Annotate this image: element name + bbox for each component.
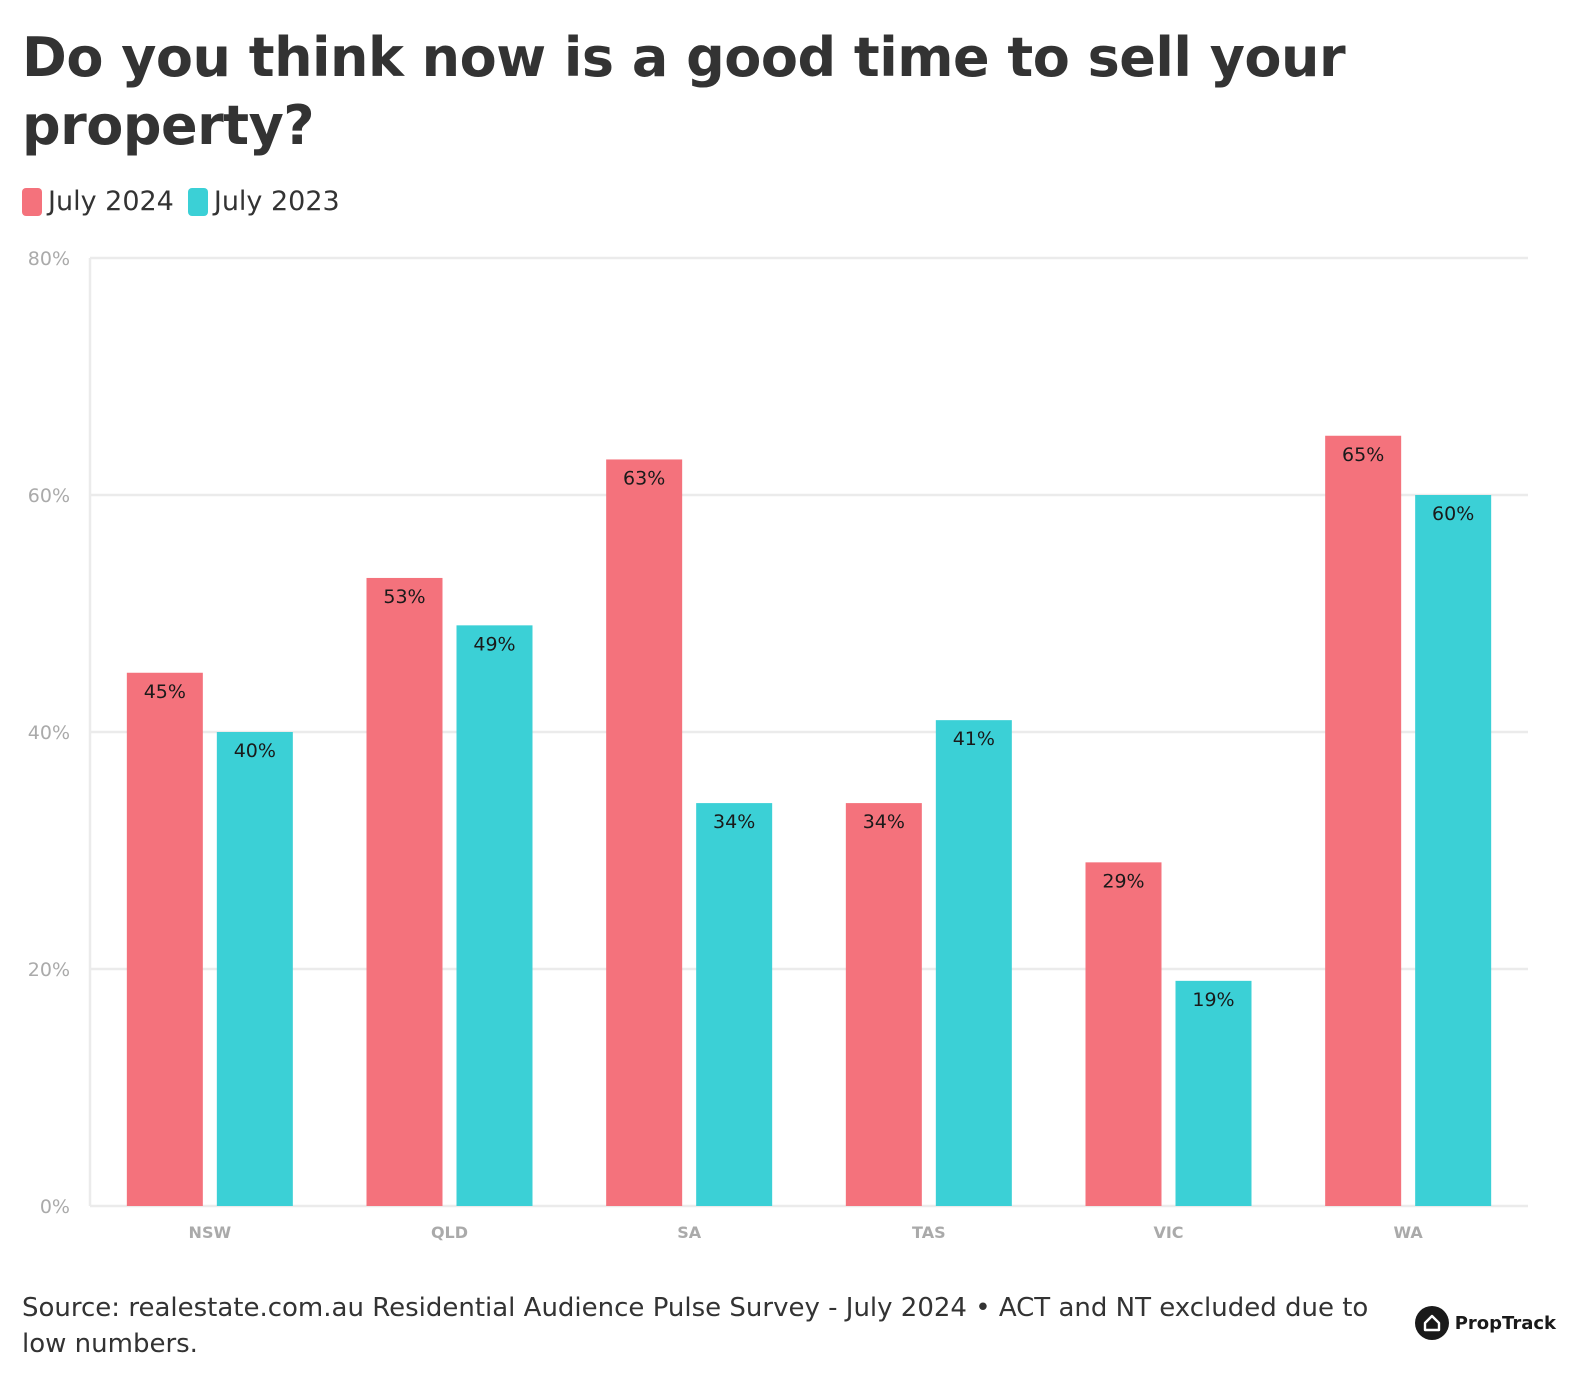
- data-label-wa-july-2023: 60%: [1432, 503, 1474, 525]
- bar-wa-july-2023: [1415, 495, 1492, 1206]
- x-tick-label-wa: WA: [1394, 1223, 1424, 1242]
- bar-sa-july-2024: [606, 459, 683, 1206]
- house-icon: [1414, 1306, 1449, 1340]
- bar-wa-july-2024: [1325, 435, 1402, 1206]
- y-tick-label-60: 60%: [28, 485, 70, 507]
- bar-tas-july-2023: [935, 720, 1012, 1206]
- bar-tas-july-2024: [845, 803, 922, 1206]
- bar-vic-july-2024: [1085, 862, 1162, 1206]
- legend: July 2024 July 2023: [22, 186, 354, 217]
- bar-chart: 0% 20% 40% 60% 80% 45% 40% NSW 53% 49% QLD 63% 34% SA…: [28, 248, 1528, 1242]
- x-tick-label-tas: TAS: [912, 1223, 946, 1242]
- legend-label-july-2023: July 2023: [213, 186, 340, 217]
- x-tick-label-qld: QLD: [431, 1223, 468, 1242]
- bar-nsw-july-2023: [216, 732, 293, 1206]
- logo-text: PropTrack: [1454, 1312, 1556, 1334]
- data-label-vic-july-2024: 29%: [1102, 870, 1144, 892]
- bar-nsw-july-2024: [126, 672, 203, 1206]
- legend-label-july-2024: July 2024: [48, 186, 174, 217]
- y-tick-label-80: 80%: [28, 248, 70, 270]
- legend-item-july-2023: July 2023: [187, 186, 340, 217]
- proptrack-logo: PropTrack: [1414, 1306, 1556, 1340]
- legend-swatch-july-2024: [22, 187, 42, 216]
- data-label-tas-july-2024: 34%: [863, 811, 905, 833]
- data-label-qld-july-2024: 53%: [383, 586, 425, 608]
- legend-item-july-2024: July 2024: [22, 186, 174, 217]
- data-label-wa-july-2024: 65%: [1342, 444, 1384, 466]
- y-tick-label-0: 0%: [40, 1196, 70, 1218]
- legend-swatch-july-2023: [187, 187, 208, 216]
- data-label-vic-july-2023: 19%: [1192, 989, 1234, 1011]
- data-label-nsw-july-2024: 45%: [144, 681, 186, 703]
- data-label-sa-july-2023: 34%: [713, 811, 755, 833]
- data-label-qld-july-2023: 49%: [473, 633, 515, 655]
- bar-qld-july-2024: [366, 577, 443, 1206]
- chart-title: Do you think now is a good time to sell …: [22, 26, 1346, 157]
- bar-qld-july-2023: [456, 625, 533, 1206]
- y-tick-label-40: 40%: [28, 722, 70, 744]
- source-note: Source: realestate.com.au Residential Au…: [22, 1293, 1369, 1359]
- bar-vic-july-2023: [1175, 980, 1252, 1206]
- x-tick-label-sa: SA: [677, 1223, 702, 1242]
- x-tick-label-vic: VIC: [1153, 1223, 1183, 1242]
- data-label-tas-july-2023: 41%: [953, 728, 995, 750]
- data-label-sa-july-2024: 63%: [623, 467, 665, 489]
- bar-sa-july-2023: [696, 803, 773, 1206]
- y-tick-label-20: 20%: [28, 959, 70, 981]
- x-tick-label-nsw: NSW: [189, 1223, 232, 1242]
- data-label-nsw-july-2023: 40%: [234, 740, 276, 762]
